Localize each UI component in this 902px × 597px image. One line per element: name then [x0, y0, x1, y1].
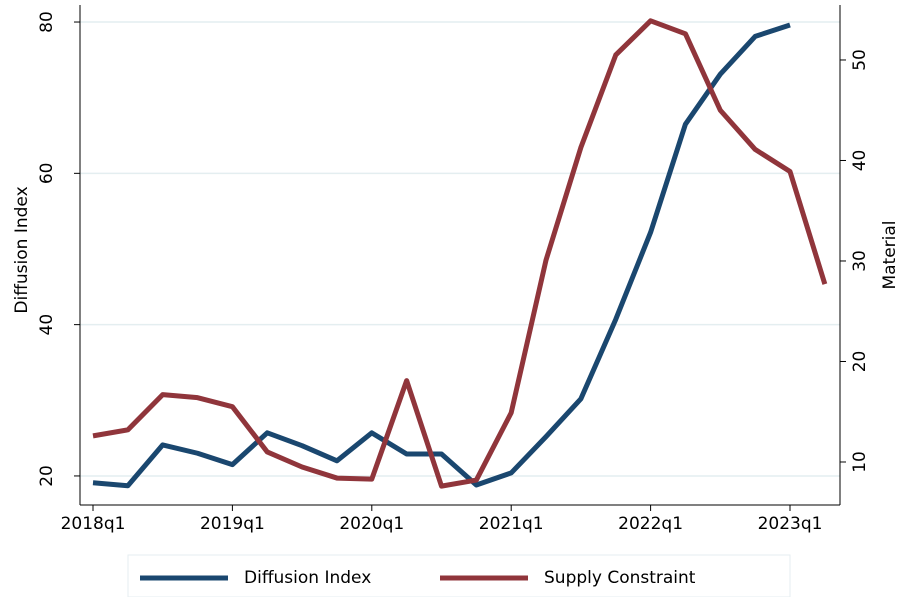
y-tick-label: 40 — [37, 314, 57, 336]
y2-tick-label: 10 — [850, 451, 870, 473]
y-tick-label: 60 — [37, 163, 57, 185]
x-tick-label: 2021q1 — [479, 514, 544, 534]
y-tick-label: 20 — [37, 465, 57, 487]
line-series — [92, 18, 828, 489]
x-tick-label: 2023q1 — [758, 514, 823, 534]
line-series — [92, 22, 791, 489]
x-tick-label: 2018q1 — [61, 514, 126, 534]
y-tick-label: 80 — [37, 11, 57, 33]
legend-label: Diffusion Index — [244, 568, 371, 588]
legend-label: Supply Constraint — [544, 568, 696, 588]
y2-tick-label: 50 — [850, 49, 870, 71]
y2-tick-label: 20 — [850, 351, 870, 373]
x-tick-label: 2022q1 — [618, 514, 683, 534]
y2-axis-label: Material — [880, 220, 900, 289]
x-tick-label: 2020q1 — [339, 514, 404, 534]
y-axis-label: Diffusion Index — [12, 186, 32, 313]
y2-tick-label: 30 — [850, 250, 870, 272]
y2-tick-label: 40 — [850, 150, 870, 172]
x-tick-label: 2019q1 — [200, 514, 265, 534]
